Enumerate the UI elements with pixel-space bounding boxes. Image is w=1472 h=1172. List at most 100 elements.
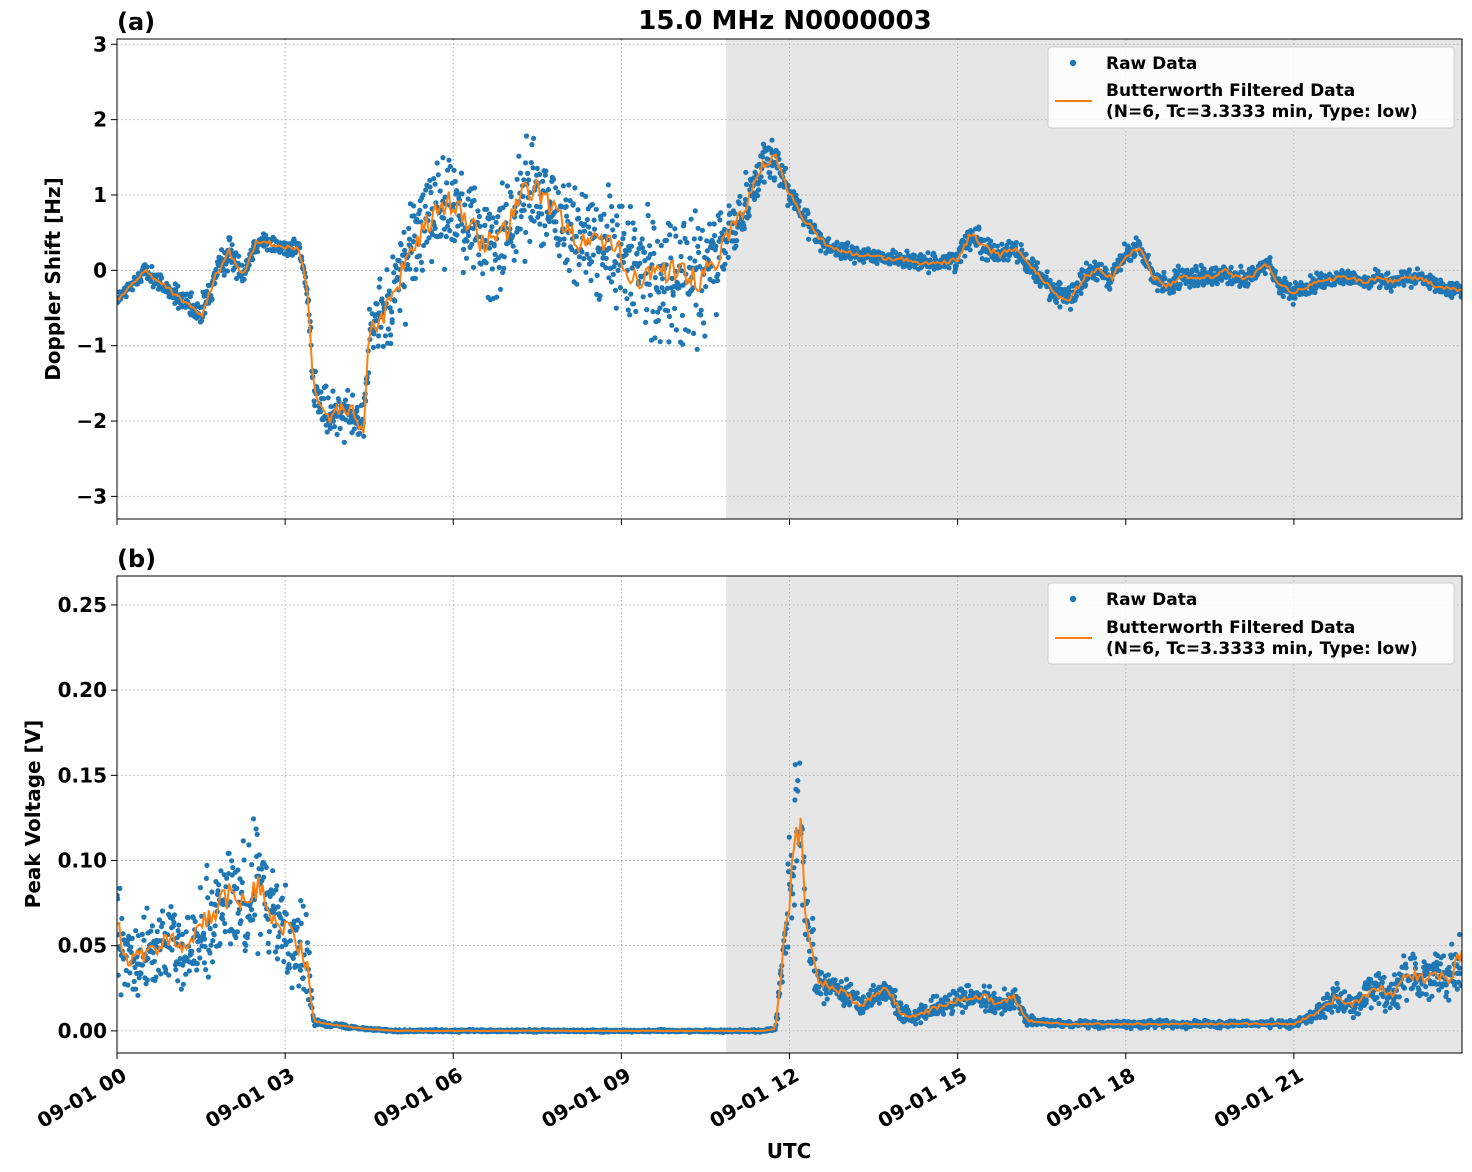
raw-data-point [879, 251, 886, 257]
raw-data-point [426, 211, 432, 217]
raw-data-point [1214, 281, 1220, 287]
raw-data-point [1401, 282, 1407, 288]
raw-data-point [215, 888, 221, 894]
raw-data-point [397, 307, 403, 314]
raw-data-point [465, 196, 471, 202]
raw-data-point [1198, 262, 1204, 268]
raw-data-point [246, 913, 252, 919]
raw-data-point [1155, 288, 1161, 294]
raw-data-point [539, 211, 545, 217]
raw-data-point [426, 235, 432, 241]
raw-data-point [560, 183, 567, 189]
raw-data-point [123, 294, 129, 300]
raw-data-point [378, 324, 384, 330]
raw-data-point [746, 213, 752, 219]
raw-data-point [782, 165, 789, 171]
raw-data-point [451, 238, 458, 244]
raw-data-point [597, 293, 603, 299]
raw-data-point [304, 940, 311, 946]
raw-data-point [469, 241, 475, 247]
raw-data-point [1068, 306, 1074, 312]
raw-data-point [227, 899, 233, 905]
raw-data-point [553, 185, 559, 191]
raw-data-point [432, 225, 438, 231]
raw-data-point [138, 971, 144, 977]
raw-data-point [694, 346, 700, 352]
raw-data-point [496, 264, 502, 270]
raw-data-point [203, 875, 209, 882]
raw-data-point [523, 133, 530, 139]
raw-data-point [772, 175, 778, 181]
raw-data-point [643, 319, 649, 325]
raw-data-point [630, 301, 637, 307]
raw-data-point [462, 202, 468, 208]
raw-data-point [210, 938, 216, 944]
raw-data-point [543, 168, 549, 174]
raw-data-point [590, 252, 597, 258]
raw-data-point [482, 222, 488, 228]
raw-data-point [1066, 289, 1072, 295]
raw-data-point [950, 1008, 956, 1014]
raw-data-point [715, 271, 721, 277]
raw-data-point [139, 962, 146, 968]
raw-data-point [445, 167, 451, 173]
raw-data-point [1406, 267, 1412, 273]
raw-data-point [461, 246, 467, 252]
raw-data-point [208, 942, 214, 948]
raw-data-point [389, 309, 395, 315]
raw-data-point [175, 305, 181, 311]
raw-data-point [387, 305, 393, 311]
raw-data-point [155, 967, 161, 973]
raw-data-point [336, 398, 342, 404]
raw-data-point [576, 262, 582, 268]
raw-data-point [254, 249, 261, 255]
raw-data-point [726, 203, 732, 209]
raw-data-point [918, 1020, 924, 1026]
raw-data-point [235, 867, 241, 873]
panel-a-ytick-label: −3 [76, 484, 107, 508]
raw-data-point [692, 208, 698, 214]
raw-data-point [501, 265, 507, 271]
raw-data-point [159, 275, 165, 281]
raw-data-point [274, 956, 281, 962]
raw-data-point [698, 312, 704, 318]
raw-data-point [1057, 280, 1063, 286]
raw-data-point [529, 142, 535, 148]
raw-data-point [542, 172, 548, 178]
raw-data-point [384, 267, 390, 273]
raw-data-point [581, 256, 587, 262]
raw-data-point [176, 922, 182, 928]
raw-data-point [432, 181, 438, 187]
raw-data-point [985, 257, 991, 263]
raw-data-point [743, 169, 749, 175]
raw-data-point [327, 425, 333, 431]
raw-data-point [386, 288, 392, 294]
raw-data-point [210, 959, 216, 965]
raw-data-point [614, 213, 620, 219]
raw-data-point [194, 961, 200, 967]
raw-data-point [120, 931, 126, 937]
raw-data-point [661, 289, 667, 295]
raw-data-point [300, 903, 306, 909]
raw-data-point [168, 904, 174, 910]
raw-data-point [295, 917, 301, 923]
raw-data-point [135, 992, 141, 998]
raw-data-point [609, 218, 616, 224]
raw-data-point [494, 294, 500, 300]
raw-data-point [287, 938, 293, 944]
raw-data-point [119, 915, 125, 922]
raw-data-point [390, 254, 396, 260]
raw-data-point [173, 967, 179, 973]
raw-data-point [669, 322, 675, 328]
raw-data-point [330, 418, 336, 424]
raw-data-point [681, 220, 687, 226]
raw-data-point [795, 778, 801, 784]
raw-data-point [904, 248, 910, 254]
panel-a-legend: Raw Data Butterworth Filtered Data (N=6,… [1047, 46, 1455, 129]
raw-data-point [149, 923, 155, 929]
raw-data-point [177, 956, 183, 962]
raw-data-point [125, 982, 131, 988]
raw-data-point [243, 942, 249, 948]
raw-data-point [477, 223, 483, 229]
raw-data-point [655, 317, 661, 324]
